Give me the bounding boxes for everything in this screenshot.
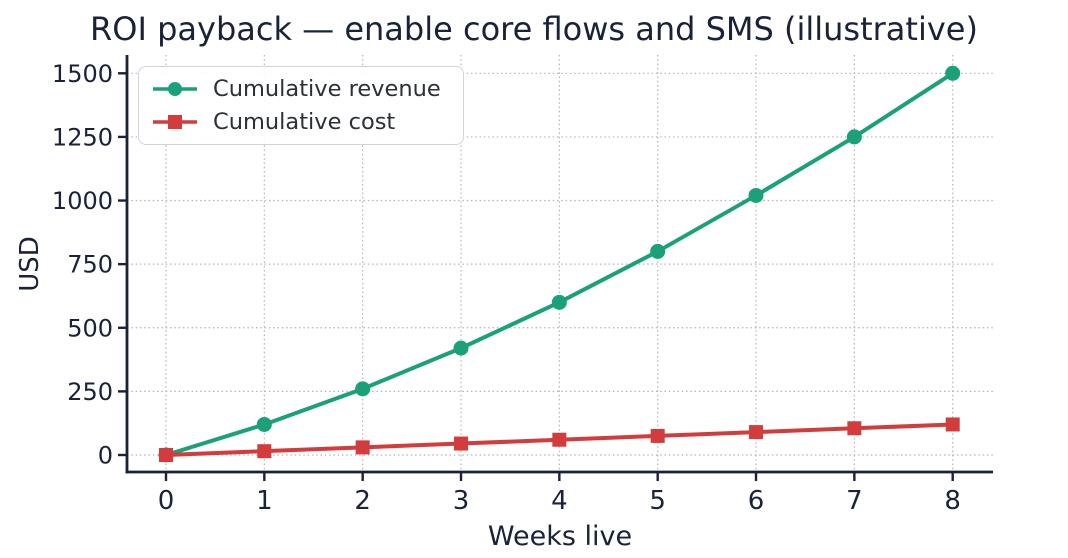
x-tick-label: 3 [453, 486, 470, 516]
x-tick-label: 4 [551, 486, 568, 516]
x-tick-label: 1 [256, 486, 273, 516]
data-point-circle [551, 294, 567, 310]
x-tick-label: 2 [354, 486, 371, 516]
data-point-square [454, 436, 469, 451]
x-axis-label: Weeks live [487, 521, 633, 552]
cost-line-square-marker-icon [153, 115, 197, 129]
legend-item-cost: Cumulative cost [151, 109, 441, 135]
y-tick-label: 1250 [52, 123, 113, 151]
y-tick-label: 250 [67, 378, 113, 406]
data-point-square [355, 440, 370, 455]
data-point-circle [453, 340, 469, 356]
x-tick-label: 7 [846, 486, 863, 516]
data-point-circle [355, 381, 371, 397]
x-tick-label: 0 [158, 486, 175, 516]
data-point-circle [945, 65, 961, 81]
data-point-square [847, 421, 862, 436]
data-point-circle [650, 243, 666, 259]
data-point-square [650, 428, 665, 443]
y-tick-label: 500 [67, 314, 113, 342]
y-axis-label: USD [15, 236, 45, 292]
y-tick-label: 0 [98, 442, 113, 470]
data-point-square [749, 425, 764, 440]
data-point-square [552, 432, 567, 447]
legend-item-revenue: Cumulative revenue [151, 76, 441, 102]
revenue-line-circle-marker-icon [153, 82, 197, 96]
data-point-square [257, 444, 272, 459]
y-tick-label: 750 [67, 251, 113, 279]
chart-title: ROI payback — enable core flows and SMS … [90, 10, 978, 48]
y-tick-label: 1000 [52, 187, 113, 215]
data-point-square [945, 417, 960, 432]
legend-label-cost: Cumulative cost [213, 109, 396, 135]
x-tick-label: 8 [944, 486, 961, 516]
y-tick-label: 1500 [52, 60, 113, 88]
data-point-circle [846, 129, 862, 145]
x-tick-label: 6 [748, 486, 765, 516]
x-tick-label: 5 [649, 486, 666, 516]
legend: Cumulative revenue Cumulative cost [138, 66, 464, 145]
data-point-circle [256, 416, 272, 432]
legend-label-revenue: Cumulative revenue [213, 76, 441, 102]
data-point-square [159, 448, 173, 462]
data-point-circle [748, 187, 764, 203]
